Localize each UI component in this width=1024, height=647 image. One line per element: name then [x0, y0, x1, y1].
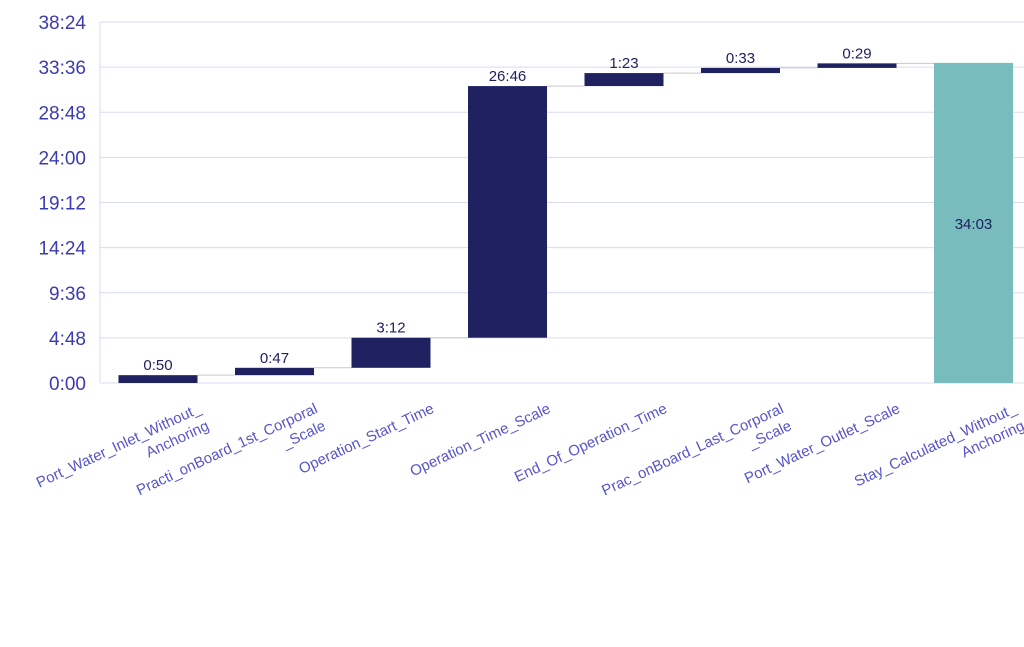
waterfall-bar	[235, 367, 314, 376]
data-label: 26:46	[489, 68, 527, 85]
data-label: 0:33	[726, 50, 755, 67]
waterfall-bar	[584, 73, 664, 87]
waterfall-bar	[351, 337, 431, 368]
waterfall-bar	[118, 375, 198, 383]
category-label: Port_Water_Inlet_Without_Anchoring	[34, 400, 212, 492]
data-labels: 0:50 0:47 3:12 26:46 1:23 0:33 0:29 34:03	[143, 45, 992, 374]
bars	[118, 62, 1013, 383]
data-label: 3:12	[376, 320, 405, 337]
total-bar	[934, 62, 1013, 383]
category-label-line: Prac_onBoard_Last_Corporal	[599, 400, 786, 499]
y-tick-label: 14:24	[38, 239, 86, 260]
y-tick-label: 9:36	[49, 284, 86, 305]
waterfall-bar	[468, 86, 547, 338]
y-tick-label: 33:36	[38, 58, 86, 79]
y-axis-tick-labels: 0:00 4:48 9:36 14:24 19:12 24:00 28:48 33:36 38:…	[38, 13, 86, 395]
data-label: 34:03	[955, 216, 993, 233]
y-tick-label: 0:00	[49, 374, 86, 395]
y-tick-label: 38:24	[38, 13, 86, 34]
waterfall-bar	[817, 63, 897, 68]
data-label: 0:29	[842, 45, 871, 62]
data-label: 1:23	[609, 55, 638, 72]
y-tick-label: 19:12	[38, 194, 86, 215]
gridlines	[99, 21, 1024, 384]
waterfall-bar	[701, 67, 780, 74]
y-tick-label: 24:00	[38, 148, 86, 169]
connector-lines	[197, 62, 934, 376]
data-label: 0:50	[143, 357, 172, 374]
data-label: 0:47	[260, 350, 289, 367]
y-tick-label: 4:48	[49, 329, 86, 350]
y-tick-label: 28:48	[38, 103, 86, 124]
x-axis-category-labels: Port_Water_Inlet_Without_AnchoringPracti…	[34, 400, 1024, 500]
